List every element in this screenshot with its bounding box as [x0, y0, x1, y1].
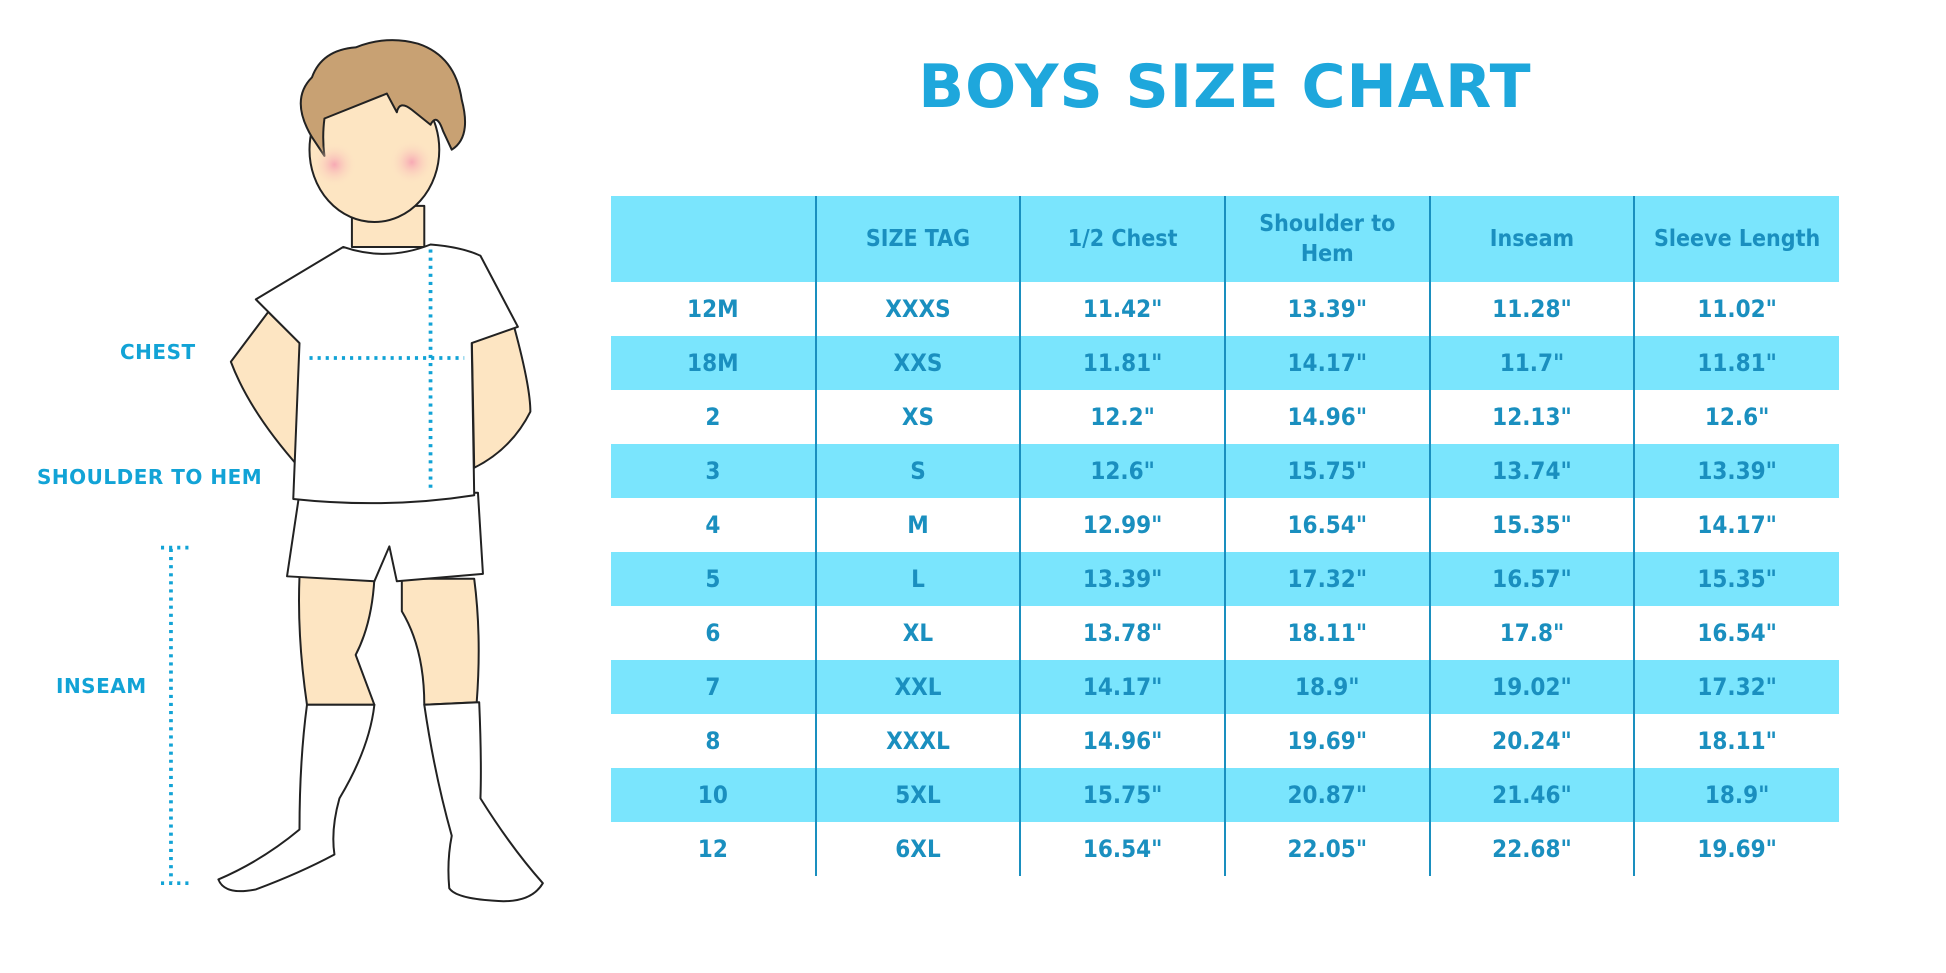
table-cell: 16.54" [1633, 606, 1839, 660]
table-row: 12 6XL 16.54" 22.05" 22.68" 19.69" [611, 822, 1839, 876]
table-cell: 18.11" [1223, 606, 1431, 660]
header-half-chest: 1/2 Chest [1019, 196, 1226, 282]
table-cell: 5 [611, 552, 817, 606]
header-shoulder-to-hem: Shoulder to Hem [1223, 196, 1431, 282]
header-size [611, 196, 817, 282]
table-row: 4 M 12.99" 16.54" 15.35" 14.17" [611, 498, 1839, 552]
boy-measurement-illustration [160, 39, 544, 903]
table-cell: 12.6" [1019, 444, 1226, 498]
table-cell: 12.99" [1019, 498, 1226, 552]
table-cell: 19.69" [1633, 822, 1839, 876]
page-title: BOYS SIZE CHART [918, 52, 1532, 122]
header-size-tag: SIZE TAG [814, 196, 1022, 282]
table-cell: 13.39" [1223, 282, 1431, 336]
table-cell: 2 [611, 390, 817, 444]
table-cell: XXL [814, 660, 1022, 714]
size-table: SIZE TAG 1/2 Chest Shoulder to Hem Insea… [611, 196, 1839, 876]
table-cell: 18.9" [1223, 660, 1431, 714]
table-cell: 5XL [814, 768, 1022, 822]
table-cell: 14.96" [1019, 714, 1226, 768]
table-cell: 18M [611, 336, 817, 390]
table-row: 18M XXS 11.81" 14.17" 11.7" 11.81" [611, 336, 1839, 390]
inseam-label: INSEAM [56, 674, 147, 698]
table-cell: 4 [611, 498, 817, 552]
table-row: 10 5XL 15.75" 20.87" 21.46" 18.9" [611, 768, 1839, 822]
table-cell: 15.35" [1633, 552, 1839, 606]
table-cell: 11.02" [1633, 282, 1839, 336]
table-row: 2 XS 12.2" 14.96" 12.13" 12.6" [611, 390, 1839, 444]
table-cell: 18.9" [1633, 768, 1839, 822]
left-leg [298, 575, 376, 706]
table-cell: 19.02" [1428, 660, 1636, 714]
table-cell: 16.54" [1019, 822, 1226, 876]
table-cell: 17.32" [1223, 552, 1431, 606]
table-cell: 11.42" [1019, 282, 1226, 336]
table-cell: 17.32" [1633, 660, 1839, 714]
table-cell: 14.17" [1019, 660, 1226, 714]
table-cell: 12M [611, 282, 817, 336]
table-cell: 12.13" [1428, 390, 1636, 444]
table-cell: 12.6" [1633, 390, 1839, 444]
table-cell: M [814, 498, 1022, 552]
table-cell: 13.39" [1019, 552, 1226, 606]
table-cell: 12 [611, 822, 817, 876]
right-leg [400, 577, 480, 706]
right-sock [423, 701, 544, 903]
table-cell: 19.69" [1223, 714, 1431, 768]
table-cell: 15.75" [1223, 444, 1431, 498]
table-cell: XXXS [814, 282, 1022, 336]
table-cell: 13.74" [1428, 444, 1636, 498]
table-row: 6 XL 13.78" 18.11" 17.8" 16.54" [611, 606, 1839, 660]
table-cell: 7 [611, 660, 817, 714]
table-row: 12M XXXS 11.42" 13.39" 11.28" 11.02" [611, 282, 1839, 336]
table-row: 7 XXL 14.17" 18.9" 19.02" 17.32" [611, 660, 1839, 714]
table-cell: 13.78" [1019, 606, 1226, 660]
table-cell: 10 [611, 768, 817, 822]
table-row: 5 L 13.39" 17.32" 16.57" 15.35" [611, 552, 1839, 606]
table-cell: 13.39" [1633, 444, 1839, 498]
shorts [286, 491, 484, 583]
right-arm [470, 325, 532, 469]
header-inseam: Inseam [1428, 196, 1636, 282]
header-sleeve-length: Sleeve Length [1633, 196, 1839, 282]
table-cell: 22.05" [1223, 822, 1431, 876]
table-cell: 11.7" [1428, 336, 1636, 390]
table-row: 3 S 12.6" 15.75" 13.74" 13.39" [611, 444, 1839, 498]
table-cell: 14.96" [1223, 390, 1431, 444]
table-cell: 11.28" [1428, 282, 1636, 336]
hair [299, 39, 467, 157]
table-cell: 18.11" [1633, 714, 1839, 768]
table-cell: 15.35" [1428, 498, 1636, 552]
chest-label: CHEST [120, 340, 196, 364]
table-cell: 8 [611, 714, 817, 768]
table-cell: 20.24" [1428, 714, 1636, 768]
table-cell: 12.2" [1019, 390, 1226, 444]
table-cell: XS [814, 390, 1022, 444]
left-sock [217, 703, 376, 893]
table-row: 8 XXXL 14.96" 19.69" 20.24" 18.11" [611, 714, 1839, 768]
table-cell: 14.17" [1223, 336, 1431, 390]
table-cell: 11.81" [1633, 336, 1839, 390]
table-cell: 20.87" [1223, 768, 1431, 822]
table-cell: 15.75" [1019, 768, 1226, 822]
table-cell: XXXL [814, 714, 1022, 768]
header-row: SIZE TAG 1/2 Chest Shoulder to Hem Insea… [611, 196, 1839, 282]
table-cell: S [814, 444, 1022, 498]
table-cell: 11.81" [1019, 336, 1226, 390]
table-cell: L [814, 552, 1022, 606]
table-cell: 16.57" [1428, 552, 1636, 606]
table-cell: XXS [814, 336, 1022, 390]
shirt [254, 243, 519, 505]
table-cell: 22.68" [1428, 822, 1636, 876]
table-cell: 17.8" [1428, 606, 1636, 660]
table-cell: 6 [611, 606, 817, 660]
table-cell: 3 [611, 444, 817, 498]
shoulder-to-hem-label: SHOULDER TO HEM [37, 465, 263, 489]
table-cell: XL [814, 606, 1022, 660]
table-cell: 14.17" [1633, 498, 1839, 552]
table-cell: 16.54" [1223, 498, 1431, 552]
table-cell: 21.46" [1428, 768, 1636, 822]
table-cell: 6XL [814, 822, 1022, 876]
